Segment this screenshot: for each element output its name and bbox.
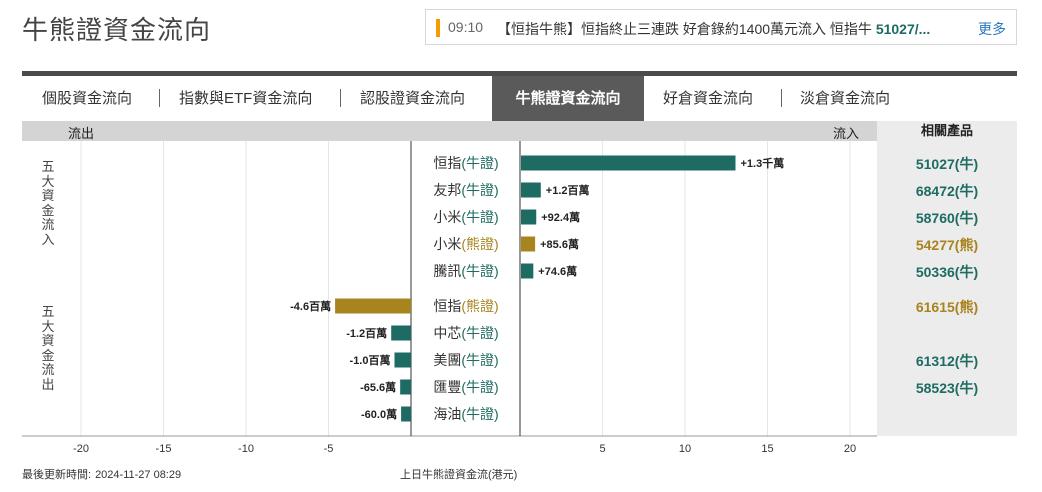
category-type: (牛證): [461, 325, 498, 341]
category-label: 小米(熊證): [433, 236, 498, 252]
tab-warrant-flow[interactable]: 認股證資金流向: [360, 90, 466, 107]
tab-separator: [159, 89, 160, 107]
tab-bull-flow[interactable]: 好倉資金流向: [663, 90, 754, 107]
data-label: -4.6百萬: [290, 299, 331, 313]
data-label: -65.6萬: [360, 380, 396, 394]
category-name: 騰訊: [433, 263, 461, 279]
x-tick-label: 10: [679, 443, 691, 455]
data-label: +74.6萬: [538, 264, 577, 278]
data-label: +1.2百萬: [546, 183, 590, 197]
category-type: (牛證): [461, 155, 498, 171]
bar: [391, 325, 411, 341]
bar: [400, 379, 411, 395]
x-tick-label: 20: [844, 443, 856, 455]
category-name: 恒指: [433, 155, 461, 171]
related-product-link[interactable]: 50336(牛): [915, 264, 979, 280]
news-marker: [436, 19, 440, 37]
bar: [521, 209, 537, 225]
category-label: 中芯(牛證): [433, 325, 498, 341]
products-header: 相關產品: [877, 121, 1017, 141]
outflow-label: 流出: [68, 126, 95, 141]
chart-caption: 上日牛熊證資金流(港元): [400, 469, 518, 481]
tab-separator: [340, 89, 341, 107]
news-time: 09:10: [448, 19, 484, 35]
data-label: +1.3千萬: [741, 156, 785, 170]
tab-separator: [781, 89, 782, 107]
category-type: (牛證): [461, 352, 498, 368]
inflow-label: 流入: [833, 126, 860, 141]
tab-stock-flow[interactable]: 個股資金流向: [42, 90, 133, 107]
category-type: (牛證): [461, 379, 498, 395]
x-tick-label: 15: [761, 443, 773, 455]
related-product-link[interactable]: 58760(牛): [915, 210, 979, 226]
bar: [394, 352, 411, 368]
category-name: 美團: [433, 352, 461, 368]
category-name: 海油: [433, 406, 461, 422]
last-updated: 最後更新時間: 2024-11-27 08:29: [22, 466, 181, 482]
news-ticker[interactable]: 09:10 【恒指牛熊】恒指終止三連跌 好倉錄約1400萬元流入 恒指牛 510…: [425, 9, 1017, 45]
page-title: 牛熊證資金流向: [22, 15, 212, 45]
bar: [521, 155, 736, 171]
x-tick-label: 5: [599, 443, 605, 455]
category-name: 小米: [433, 236, 461, 252]
category-label: 友邦(牛證): [433, 182, 498, 198]
chart-header: 流出 流入 相關產品: [22, 121, 1017, 141]
related-product-link[interactable]: 61615(熊): [915, 299, 979, 315]
category-label: 小米(牛證): [433, 209, 498, 225]
related-product-link[interactable]: 58523(牛): [915, 380, 979, 396]
related-product-link[interactable]: 68472(牛): [915, 183, 979, 199]
category-type: (牛證): [461, 209, 498, 225]
tab-cbbc-flow[interactable]: 牛熊證資金流向: [492, 76, 644, 121]
category-name: 友邦: [433, 182, 461, 198]
x-tick-label: -10: [238, 443, 254, 455]
x-tick-label: -5: [324, 443, 334, 455]
data-label: +85.6萬: [540, 237, 579, 251]
category-type: (牛證): [461, 263, 498, 279]
category-label: 匯豐(牛證): [433, 379, 498, 395]
last-updated-time: 2024-11-27 08:29: [95, 469, 182, 481]
bar: [335, 298, 411, 314]
data-label: -1.2百萬: [346, 326, 387, 340]
category-label: 恒指(熊證): [433, 298, 498, 314]
bar: [521, 236, 536, 252]
data-label: -1.0百萬: [350, 353, 391, 367]
bar: [401, 406, 411, 422]
category-type: (牛證): [461, 182, 498, 198]
category-name: 小米: [433, 209, 461, 225]
related-product-link[interactable]: 61312(牛): [915, 353, 979, 369]
x-tick-label: -20: [73, 443, 89, 455]
outflow-group-label: 五大資金流出: [41, 304, 55, 392]
tab-index-etf-flow[interactable]: 指數與ETF資金流向: [179, 90, 313, 107]
category-name: 恒指: [433, 298, 461, 314]
related-product-link[interactable]: 51027(牛): [915, 156, 979, 172]
news-more-link[interactable]: 更多: [978, 21, 1006, 37]
category-label: 美團(牛證): [433, 352, 498, 368]
products-column: [877, 141, 1017, 436]
bar: [521, 263, 534, 279]
category-type: (熊證): [461, 236, 498, 252]
last-updated-label: 最後更新時間:: [22, 469, 92, 481]
data-label: -60.0萬: [361, 407, 397, 421]
tab-bar: 個股資金流向 指數與ETF資金流向 認股證資金流向 牛熊證資金流向 好倉資金流向…: [22, 71, 1017, 121]
category-name: 中芯: [433, 325, 461, 341]
news-highlight: 51027/...: [875, 21, 931, 37]
bar: [521, 182, 541, 198]
category-name: 匯豐: [433, 379, 461, 395]
news-headline[interactable]: 【恒指牛熊】恒指終止三連跌 好倉錄約1400萬元流入 恒指牛 51027/...: [497, 19, 957, 39]
related-product-link[interactable]: 54277(熊): [915, 237, 979, 253]
category-type: (熊證): [461, 298, 498, 314]
x-tick-label: -15: [156, 443, 172, 455]
category-label: 海油(牛證): [433, 406, 498, 422]
data-label: +92.4萬: [541, 210, 580, 224]
tab-bear-flow[interactable]: 淡倉資金流向: [800, 90, 891, 107]
category-label: 騰訊(牛證): [433, 263, 498, 279]
news-headline-text: 【恒指牛熊】恒指終止三連跌 好倉錄約1400萬元流入 恒指牛: [497, 21, 872, 37]
category-label: 恒指(牛證): [433, 155, 498, 171]
inflow-group-label: 五大資金流入: [41, 159, 55, 247]
category-type: (牛證): [461, 406, 498, 422]
